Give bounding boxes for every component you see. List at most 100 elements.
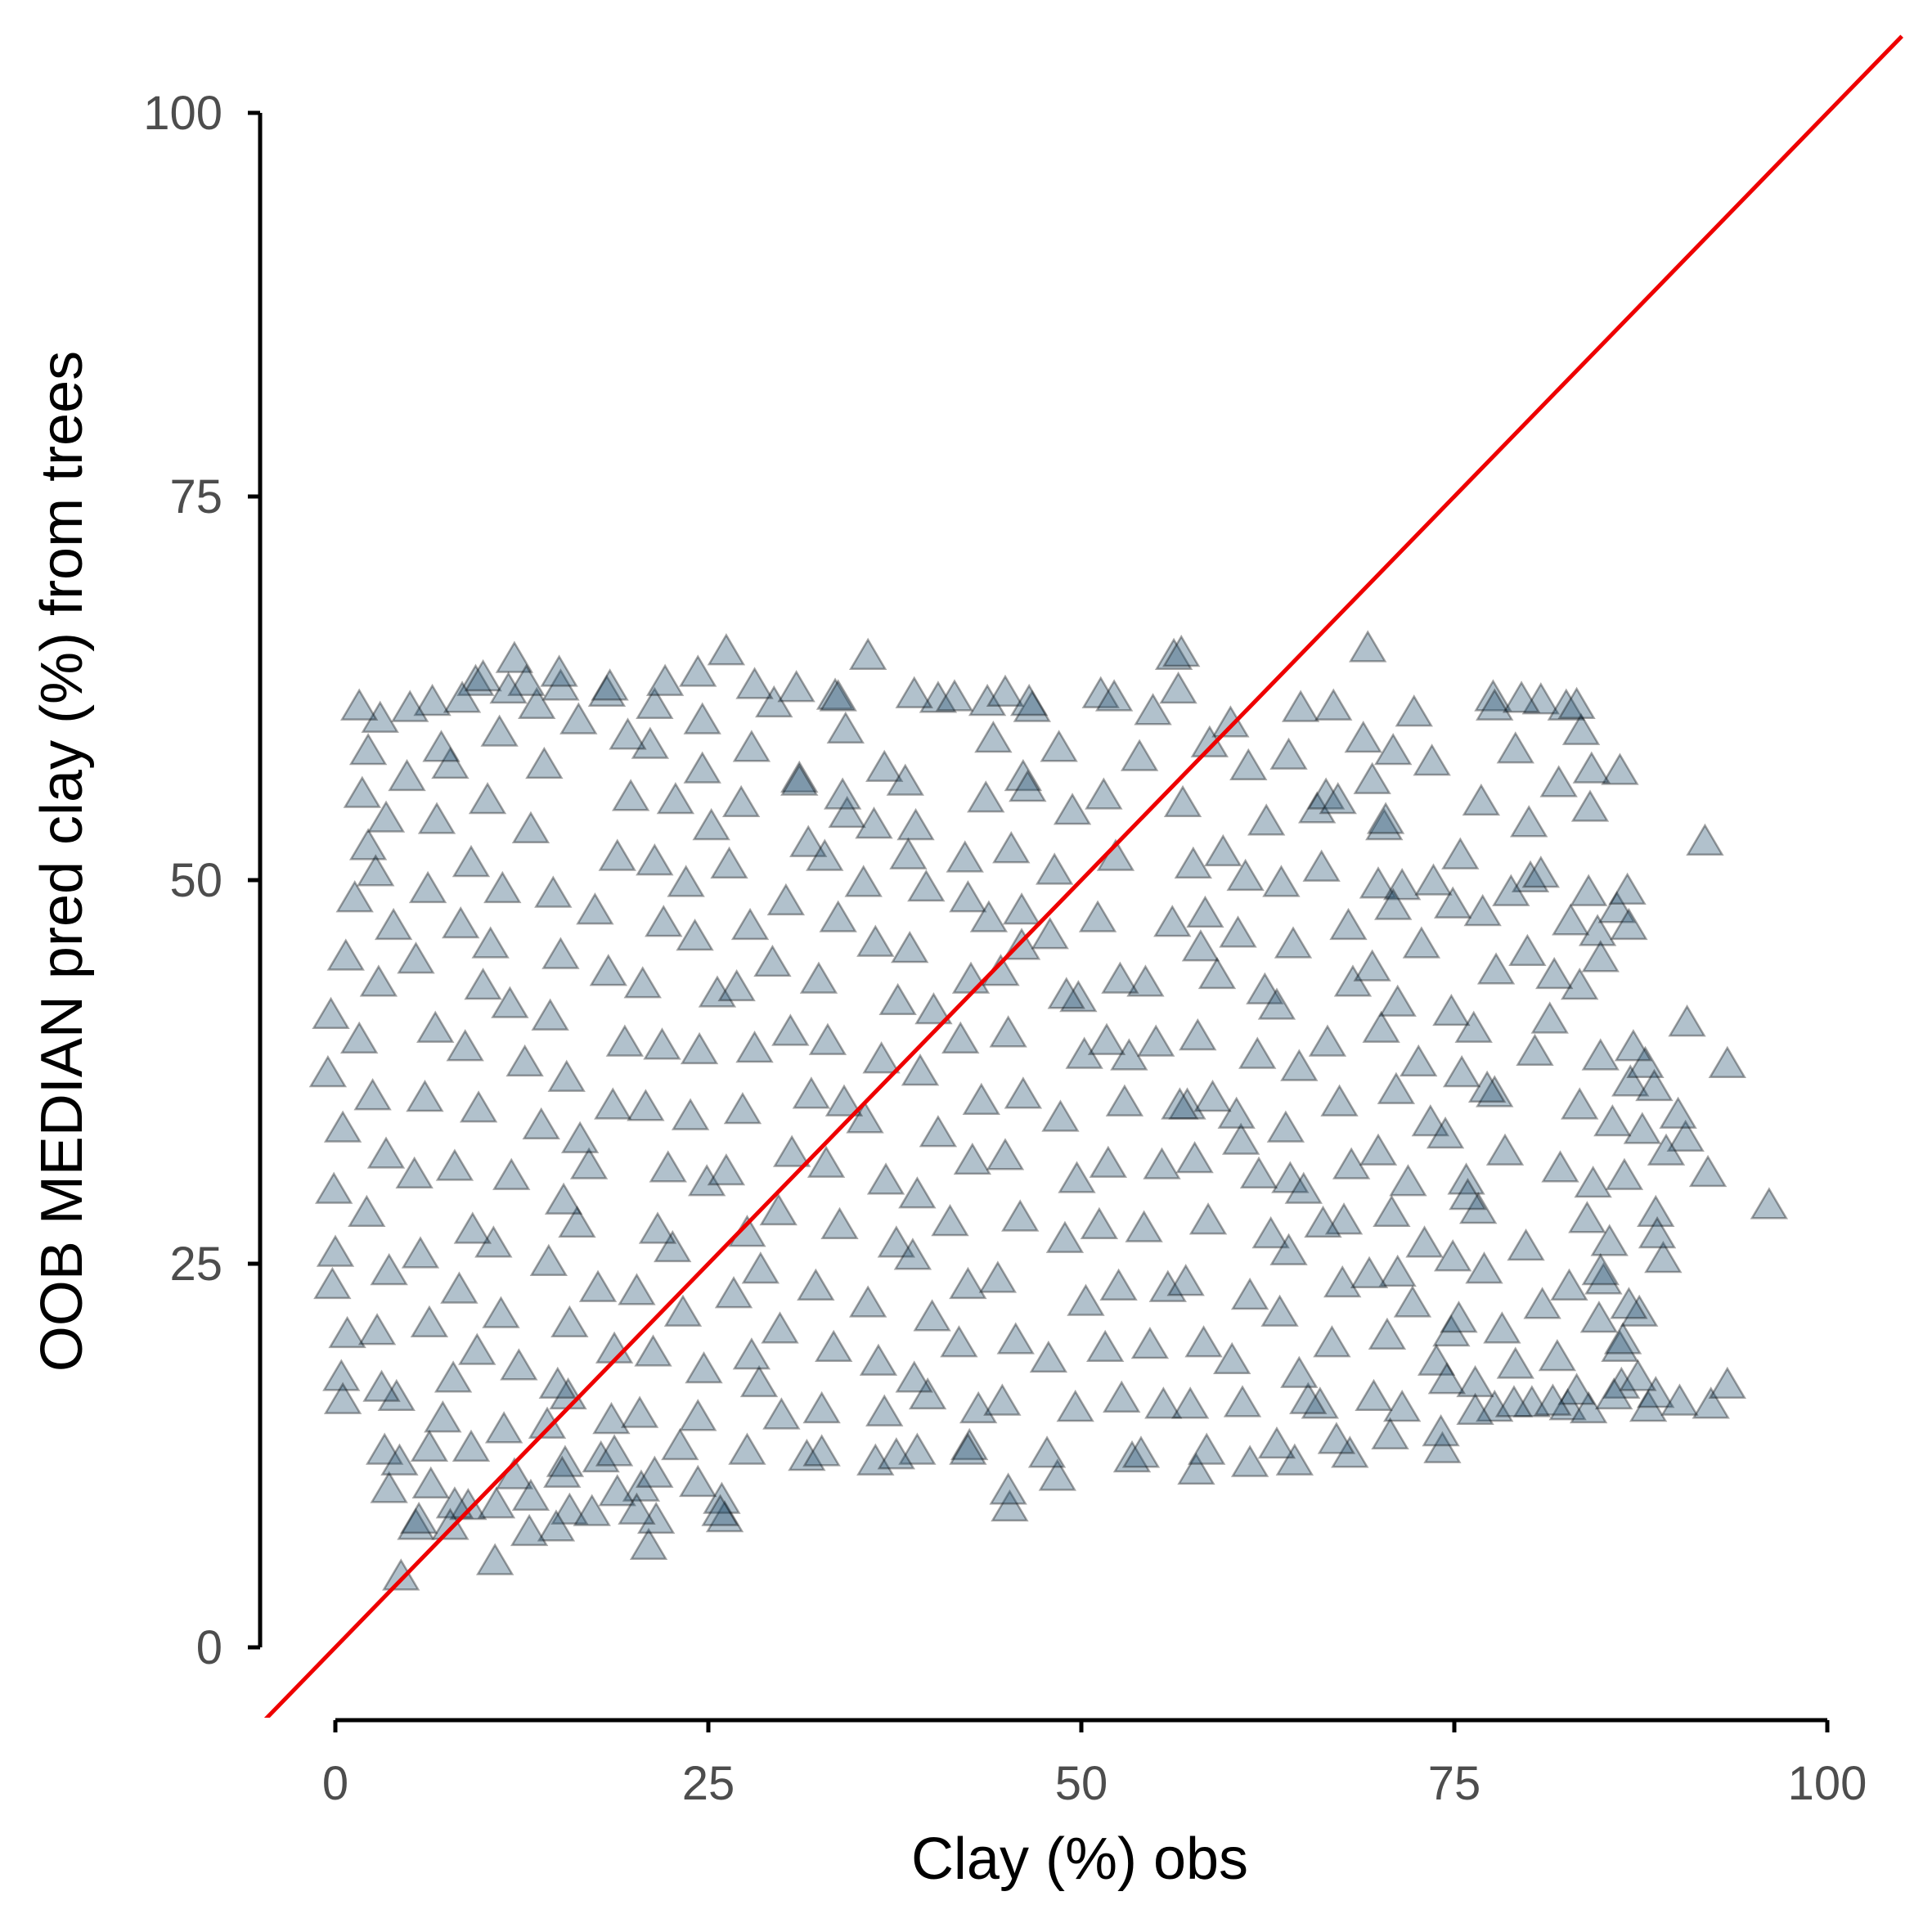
data-point-115 xyxy=(495,640,534,673)
data-point-481 xyxy=(1638,1215,1677,1249)
data-point-211 xyxy=(946,840,984,873)
data-point-35 xyxy=(865,1394,904,1427)
data-point-356 xyxy=(806,1145,846,1178)
data-point-152 xyxy=(492,1157,531,1190)
data-point-387 xyxy=(1101,961,1139,994)
data-point-22 xyxy=(788,1438,826,1471)
data-point-13 xyxy=(703,1481,741,1514)
data-point-72 xyxy=(1353,762,1391,794)
data-point-95 xyxy=(1523,1287,1561,1319)
data-point-2 xyxy=(397,1507,435,1540)
data-point-247 xyxy=(1230,1277,1269,1310)
data-point-401 xyxy=(1197,956,1237,990)
data-point-390 xyxy=(1089,1145,1128,1178)
data-point-144 xyxy=(480,714,519,747)
data-point-306 xyxy=(366,1136,406,1169)
data-point-495 xyxy=(1188,1432,1226,1465)
data-point-25 xyxy=(546,1445,585,1477)
data-point-169 xyxy=(692,807,730,841)
data-point-51 xyxy=(1620,1294,1659,1327)
data-point-49 xyxy=(1557,1373,1596,1405)
data-point-241 xyxy=(1219,915,1257,948)
data-point-19 xyxy=(1331,1436,1369,1468)
data-point-282 xyxy=(1374,732,1413,766)
data-point-218 xyxy=(1031,917,1069,950)
data-point-58 xyxy=(1611,1064,1650,1097)
data-point-438 xyxy=(1574,1165,1612,1198)
data-point-189 xyxy=(780,763,819,796)
data-point-24 xyxy=(950,1427,989,1461)
y-tick-label: 25 xyxy=(169,1238,222,1291)
data-point-5 xyxy=(991,1489,1029,1522)
data-point-155 xyxy=(500,1348,538,1381)
data-point-45 xyxy=(1629,1389,1668,1422)
data-point-15 xyxy=(1177,1452,1215,1485)
data-point-460 xyxy=(1094,679,1134,712)
data-point-331 xyxy=(620,1395,659,1428)
data-point-245 xyxy=(1239,1156,1278,1189)
data-point-229 xyxy=(1125,1210,1163,1242)
data-point-102 xyxy=(1168,1087,1206,1120)
data-point-336 xyxy=(627,1089,665,1121)
data-point-507 xyxy=(435,1486,474,1519)
data-point-160 xyxy=(569,1147,609,1179)
data-point-191 xyxy=(865,749,904,782)
data-point-109 xyxy=(780,760,819,793)
data-point-475 xyxy=(1610,907,1648,941)
data-point-361 xyxy=(806,838,844,871)
data-point-444 xyxy=(895,676,933,708)
data-point-130 xyxy=(328,1315,366,1349)
data-point-175 xyxy=(687,1164,726,1197)
data-point-311 xyxy=(424,1400,462,1433)
data-point-63 xyxy=(1668,1004,1706,1037)
data-point-443 xyxy=(986,674,1025,707)
data-point-244 xyxy=(1217,1096,1256,1129)
data-point-136 xyxy=(401,1236,440,1269)
data-point-18 xyxy=(1275,1443,1314,1476)
data-point-376 xyxy=(1001,1199,1040,1232)
data-point-166 xyxy=(611,779,650,811)
data-point-232 xyxy=(1137,1024,1175,1057)
data-point-185 xyxy=(771,1013,810,1046)
data-point-456 xyxy=(848,637,887,670)
data-point-240 xyxy=(1226,858,1265,892)
data-point-265 xyxy=(1411,1103,1450,1137)
data-point-56 xyxy=(1623,1112,1662,1144)
data-point-278 xyxy=(1463,893,1502,927)
data-point-327 xyxy=(544,1182,583,1215)
data-point-214 xyxy=(1013,690,1051,722)
data-point-188 xyxy=(789,824,828,857)
data-point-173 xyxy=(680,1031,719,1065)
data-point-248 xyxy=(1213,1341,1251,1375)
data-point-90 xyxy=(1535,956,1574,990)
data-point-239 xyxy=(1247,803,1286,836)
data-point-210 xyxy=(969,900,1009,932)
data-point-405 xyxy=(1274,926,1313,959)
data-point-121 xyxy=(348,828,388,860)
data-point-99 xyxy=(1324,1202,1364,1235)
data-point-395 xyxy=(1184,1325,1223,1358)
data-point-442 xyxy=(968,683,1007,717)
data-point-6 xyxy=(989,1472,1027,1505)
data-point-312 xyxy=(458,1332,496,1365)
data-point-463 xyxy=(1476,688,1514,721)
data-point-147 xyxy=(483,870,522,904)
data-point-89 xyxy=(1508,933,1547,967)
data-point-215 xyxy=(1040,730,1078,762)
data-point-415 xyxy=(1350,1256,1389,1288)
data-point-23 xyxy=(898,1432,937,1465)
data-point-505 xyxy=(511,1478,550,1512)
data-point-193 xyxy=(844,865,883,897)
data-point-28 xyxy=(410,1429,449,1462)
data-point-30 xyxy=(484,1411,523,1444)
data-point-269 xyxy=(1417,1343,1456,1376)
data-point-70 xyxy=(1433,886,1472,919)
data-point-510 xyxy=(598,1474,636,1507)
data-point-364 xyxy=(907,869,946,902)
data-point-87 xyxy=(1539,765,1578,798)
data-point-321 xyxy=(468,781,507,815)
data-point-57 xyxy=(1666,1119,1705,1152)
x-axis: 0 25 50 75 100 xyxy=(322,1718,1867,1810)
data-point-316 xyxy=(459,1090,498,1123)
